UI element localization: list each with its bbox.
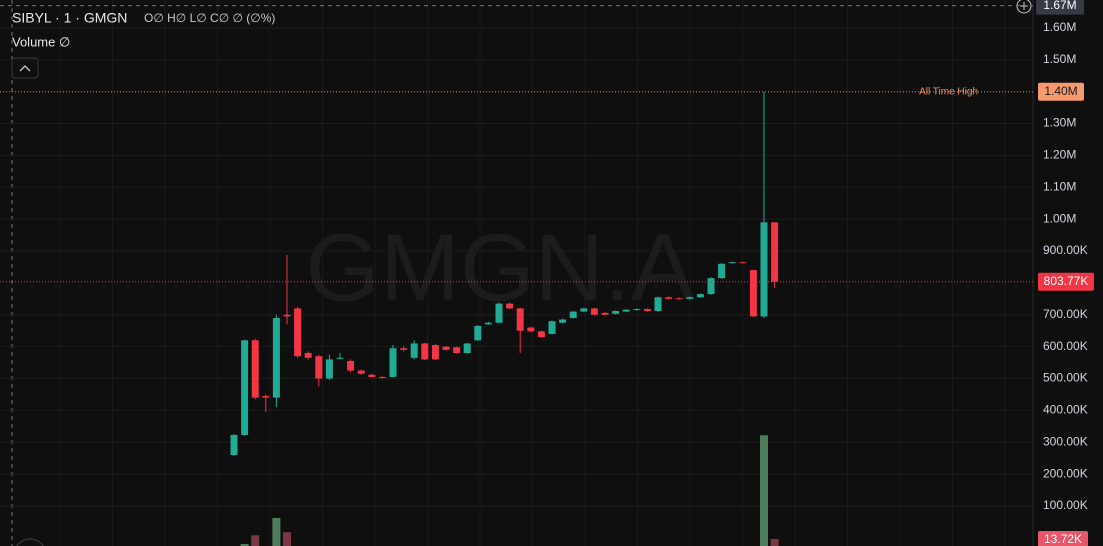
candle-body [251, 340, 259, 398]
candle-body [537, 331, 545, 338]
candle-body [654, 297, 662, 311]
candle-body [230, 434, 238, 456]
candle-body [760, 222, 768, 317]
candle-body [368, 374, 376, 377]
y-tick-label: 400.00K [1043, 403, 1088, 417]
y-tick-label: 1.50M [1043, 52, 1076, 66]
candle-body [569, 311, 577, 318]
volume-bar [272, 517, 281, 546]
candle-body [696, 294, 704, 298]
candle-body [739, 262, 747, 264]
candle-body [590, 308, 598, 315]
candle-body [474, 325, 482, 341]
candle-body [718, 263, 726, 279]
y-tick-label: 700.00K [1043, 307, 1088, 321]
candle-body [410, 343, 418, 358]
candle-body [771, 222, 779, 282]
last-price-label: 803.77K [1044, 274, 1089, 288]
volume-tag-label: 13.72K [1044, 532, 1082, 546]
y-tick-label: 1.00M [1043, 211, 1076, 225]
y-tick-label: 300.00K [1043, 434, 1088, 448]
candle-body [389, 348, 397, 377]
candle-body [601, 312, 609, 315]
candle-body [325, 359, 333, 379]
volume-bar [251, 535, 260, 546]
y-tick-label: 600.00K [1043, 339, 1088, 353]
candle-body [749, 270, 757, 317]
candle-body [506, 303, 514, 309]
y-tick-label: 1.10M [1043, 179, 1076, 193]
candle-body [283, 314, 291, 317]
candle-body [686, 297, 694, 299]
candle-body [675, 298, 683, 300]
volume-legend: Volume ∅ [12, 34, 70, 49]
candle-body [357, 370, 365, 374]
y-tick-label: 500.00K [1043, 371, 1088, 385]
ath-tag [1038, 82, 1084, 101]
logo [16, 538, 44, 546]
candle-body [294, 308, 302, 357]
candle-body [431, 345, 439, 360]
collapse-button[interactable] [11, 57, 39, 79]
candle-body [516, 308, 524, 331]
candle-body [463, 343, 471, 354]
candle-body [643, 309, 651, 311]
candle-body [707, 278, 715, 295]
candle-body [548, 321, 556, 334]
y-tick-label: 100.00K [1043, 498, 1088, 512]
volume-bar [283, 532, 291, 546]
collapse-icon [19, 65, 31, 72]
candle-body [665, 297, 673, 299]
candle-body [633, 309, 641, 311]
candle-body [728, 262, 736, 264]
last-price-tag [1038, 272, 1094, 291]
candle-body [453, 347, 461, 354]
y-tick-label: 1.30M [1043, 116, 1076, 130]
y-tick-label: 900.00K [1043, 243, 1088, 257]
candle-body [495, 303, 503, 323]
candle-body [336, 357, 344, 359]
volume-bar [240, 543, 249, 546]
volume-bar [770, 538, 779, 546]
candle-body [272, 317, 280, 398]
ath-label: All Time High [919, 86, 978, 97]
y-tick-label: 1.60M [1043, 20, 1076, 34]
candle-body [241, 340, 249, 435]
watermark: GMGN.A [305, 214, 694, 321]
candle-body [442, 346, 450, 350]
volume-tag [1038, 531, 1088, 546]
candle-body [378, 376, 386, 378]
candle-body [400, 348, 408, 350]
candle-body [580, 308, 588, 312]
candle-body [559, 319, 567, 323]
candle-body [262, 396, 270, 398]
symbol: SIBYL · 1 · GMGN [12, 10, 127, 26]
crosshair-label: 1.67M [1043, 0, 1076, 12]
candle-body [315, 356, 323, 379]
y-tick-label: 1.20M [1043, 148, 1076, 162]
candle-body [527, 327, 535, 332]
candle-body [347, 360, 355, 371]
candle-body [612, 310, 620, 314]
time-grid [59, 0, 1006, 546]
candle-body [304, 353, 312, 358]
volume-bar [760, 435, 768, 546]
ohlc-legend: O∅ H∅ L∅ C∅ ∅ (∅%) [144, 11, 275, 25]
candle-body [484, 322, 492, 325]
ath-tag-label: 1.40M [1044, 84, 1077, 98]
crosshair-tag [1036, 0, 1084, 15]
candle-body [421, 343, 429, 360]
candle-body [622, 309, 630, 312]
y-tick-label: 200.00K [1043, 466, 1088, 480]
